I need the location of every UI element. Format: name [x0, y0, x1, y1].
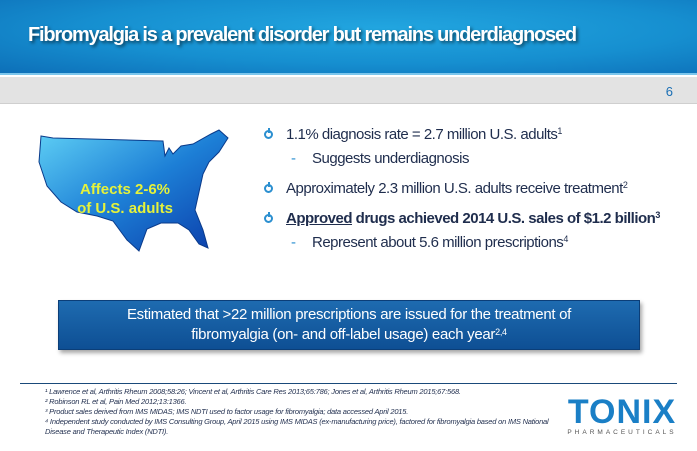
footnotes: ¹ Lawrence et al, Arthritis Rheum 2008;5…	[45, 387, 550, 437]
page-number: 6	[665, 84, 673, 99]
bullet-text: 1.1% diagnosis rate = 2.7 million U.S. a…	[286, 126, 558, 143]
bullet-text: drugs achieved 2014 U.S. sales of $1.2 b…	[352, 210, 656, 227]
footnote-ref: 3	[655, 210, 660, 220]
subheader-band	[0, 77, 697, 104]
footnote: ¹ Lawrence et al, Arthritis Rheum 2008;5…	[45, 387, 461, 396]
divider	[20, 383, 677, 384]
power-bullet-icon	[264, 212, 273, 223]
footnote-ref: 4	[563, 234, 568, 244]
power-bullet-icon	[264, 128, 273, 139]
footnote: ⁴ Independent study conducted by IMS Con…	[45, 417, 549, 436]
footnote-ref: 1	[557, 126, 562, 136]
logo-subtitle: PHARMACEUTICALS	[567, 429, 677, 436]
us-map-shape	[38, 129, 229, 252]
map-label-line2: of U.S. adults	[77, 200, 173, 217]
dash-icon: -	[291, 150, 296, 167]
footnote: ³ Product sales derived from IMS MIDAS; …	[45, 407, 409, 416]
bullet-item: Approved drugs achieved 2014 U.S. sales …	[264, 208, 694, 229]
footnote-ref: 2,4	[495, 327, 507, 337]
tonix-logo: TONIX PHARMACEUTICALS	[562, 395, 682, 436]
map-label: Affects 2-6% of U.S. adults	[70, 180, 180, 218]
us-map-graphic	[38, 129, 229, 252]
callout-line1: Estimated that >22 million prescriptions…	[126, 306, 572, 323]
callout-line2-text: fibromyalgia (on- and off-label usage) e…	[191, 326, 496, 343]
slide-title: Fibromyalgia is a prevalent disorder but…	[28, 24, 577, 46]
bullet-text: Approximately 2.3 million U.S. adults re…	[286, 180, 623, 197]
sub-bullet-text: Suggests underdiagnosis	[312, 150, 469, 167]
sub-bullet-text: Represent about 5.6 million prescription…	[312, 234, 564, 251]
power-bullet-icon	[264, 182, 273, 193]
callout-box: Estimated that >22 million prescriptions…	[58, 300, 640, 350]
bullet-underlined-text: Approved	[286, 210, 353, 227]
dash-icon: -	[291, 234, 296, 251]
bullet-item: 1.1% diagnosis rate = 2.7 million U.S. a…	[264, 124, 694, 145]
title-bar: Fibromyalgia is a prevalent disorder but…	[0, 0, 697, 75]
sub-bullet-item: - Represent about 5.6 million prescriptio…	[264, 232, 694, 253]
logo-wordmark: TONIX	[567, 393, 677, 431]
footnote: ² Robinson RL et al, Pain Med 2012;13:13…	[45, 397, 187, 406]
bullet-item: Approximately 2.3 million U.S. adults re…	[264, 178, 694, 199]
footnote-ref: 2	[622, 180, 628, 190]
bullet-list: 1.1% diagnosis rate = 2.7 million U.S. a…	[264, 124, 694, 253]
callout-line2: fibromyalgia (on- and off-label usage) e…	[67, 325, 631, 345]
sub-bullet-item: - Suggests underdiagnosis	[264, 148, 694, 169]
map-label-line1: Affects 2-6%	[79, 181, 171, 198]
